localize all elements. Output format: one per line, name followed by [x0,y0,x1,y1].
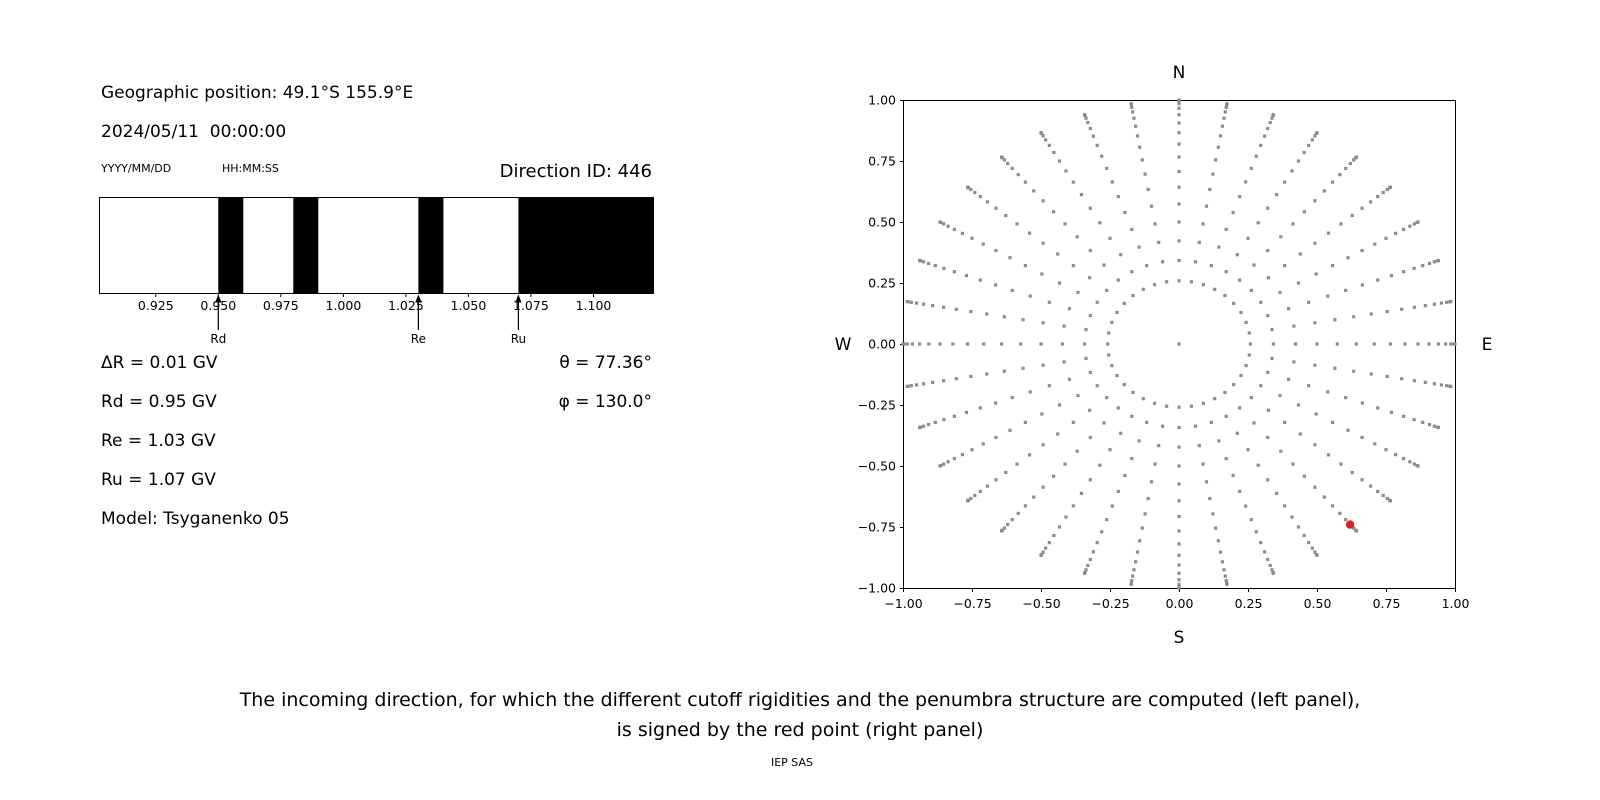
x-tick-label: 1.075 [513,298,549,313]
compass-south-label: S [1174,628,1185,648]
marker-label: Re [411,332,426,346]
marker-label: Rd [210,332,226,346]
direction-map-chart: −1.00 −0.75 −0.50 −0.25 0.00 0.25 0.50 0.75 1.00… [835,63,1493,648]
rd-value-text: Rd = 0.95 GV [101,392,217,412]
direction-id-text: Direction ID: 446 [499,161,652,182]
penumbra-chart: 0.925 0.950 0.975 1.000 1.025 1.050 1.075 1.100… [99,197,654,346]
x-tick-label: 1.00 [1442,596,1470,611]
x-tick-label: 1.025 [388,298,424,313]
x-tick-label: 1.000 [326,298,362,313]
geo-position-text: Geographic position: 49.1°S 155.9°E [101,83,414,103]
x-tick-label: 0.00 [1166,596,1194,611]
y-tick-label: −0.50 [858,459,896,474]
y-tick-label: 1.00 [868,93,896,108]
date-format-label: YYYY/MM/DD [101,162,172,175]
marker-arrowhead [415,294,422,303]
re-value-text: Re = 1.03 GV [101,431,216,451]
y-tick-label: 0.75 [868,154,896,169]
x-tick-label: −1.00 [884,596,922,611]
x-tick-label: −0.25 [1091,596,1129,611]
y-tick-label: 0.50 [868,215,896,230]
model-text: Model: Tsyganenko 05 [101,509,290,529]
theta-text: θ = 77.36° [559,353,652,373]
forbidden-band [218,198,244,293]
credit-text: IEP SAS [770,756,814,769]
marker-arrowhead [215,294,222,303]
compass-west-label: W [835,335,852,355]
datetime-text: 2024/05/11 00:00:00 [101,122,287,142]
x-tick-label: 0.50 [1304,596,1332,611]
forbidden-band [518,198,654,293]
x-tick-label: 0.975 [263,298,299,313]
x-tick-label: 0.925 [138,298,174,313]
x-tick-label: 1.100 [576,298,612,313]
phi-text: φ = 130.0° [558,392,652,412]
x-tick-label: 1.050 [451,298,487,313]
caption-line-1: The incoming direction, for which the di… [239,689,1361,711]
selected-direction-red-point [1345,520,1355,529]
y-tick-label: −1.00 [858,581,896,596]
delta-r-text: ΔR = 0.01 GV [101,353,218,373]
compass-east-label: E [1482,335,1493,355]
direction-grid-dots [901,98,1457,590]
x-tick-label: −0.50 [1022,596,1060,611]
marker-label: Ru [511,332,526,346]
forbidden-band [418,198,444,293]
y-tick-label: 0.25 [868,276,896,291]
x-tick-label: −0.75 [953,596,991,611]
x-tick-label: 0.75 [1373,596,1401,611]
y-tick-label: 0.00 [868,337,896,352]
time-format-label: HH:MM:SS [222,162,279,175]
marker-arrowhead [515,294,522,303]
y-tick-label: −0.75 [858,520,896,535]
compass-north-label: N [1173,63,1186,83]
x-tick-label: 0.25 [1235,596,1263,611]
y-tick-label: −0.25 [858,398,896,413]
ru-value-text: Ru = 1.07 GV [101,470,216,490]
caption-line-2: is signed by the red point (right panel) [616,719,984,741]
forbidden-band [293,198,319,293]
